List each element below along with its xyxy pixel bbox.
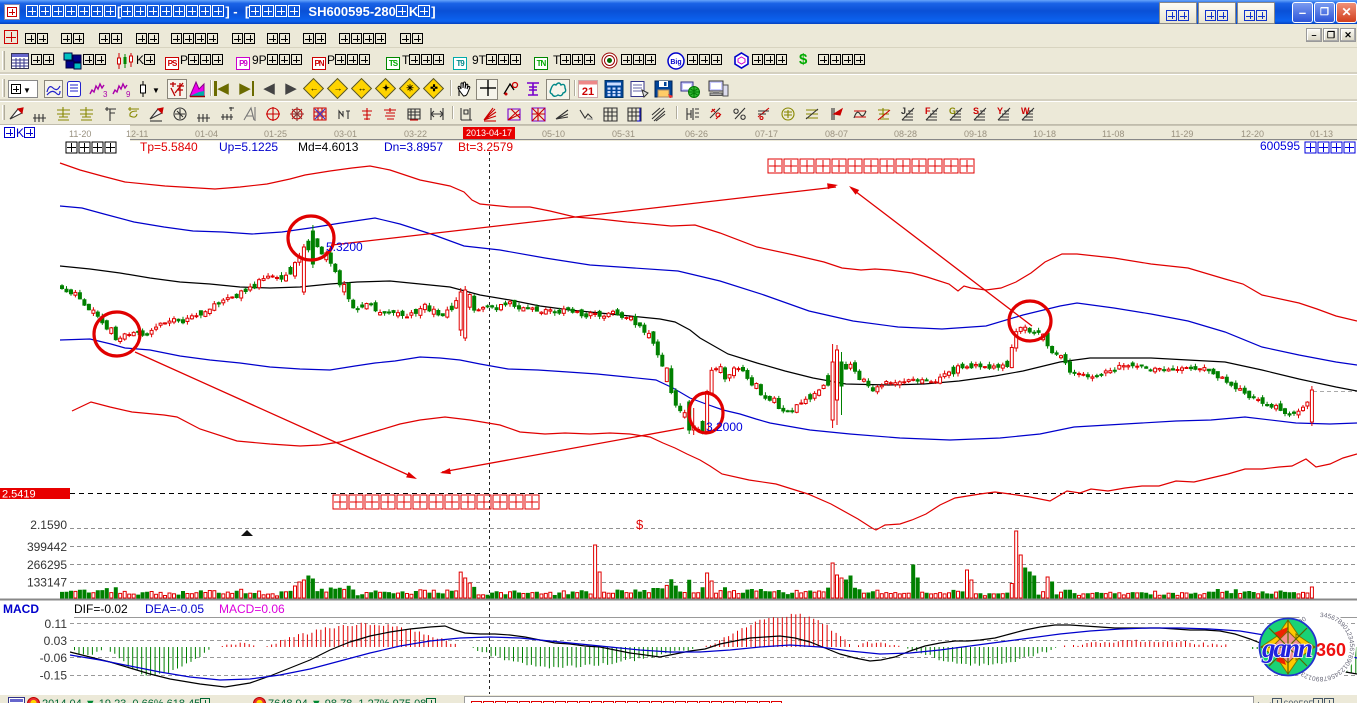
svg-text:DEA=-0.05: DEA=-0.05 (145, 602, 204, 616)
svg-text:399442: 399442 (27, 540, 67, 554)
svg-text:J: J (901, 106, 906, 116)
svg-text:Bt=3.2579: Bt=3.2579 (458, 141, 513, 154)
svg-text:3.2000: 3.2000 (706, 420, 743, 434)
svg-text:S: S (973, 106, 979, 116)
svg-text:Up=5.1225: Up=5.1225 (219, 141, 278, 154)
svg-text:gann: gann (1261, 633, 1312, 663)
svg-text:600595: 600595 (1260, 141, 1300, 153)
svg-text:Tp=5.5840: Tp=5.5840 (140, 141, 198, 154)
svg-text:0.03: 0.03 (44, 634, 68, 648)
svg-text:F: F (925, 106, 931, 116)
svg-text:133147: 133147 (27, 576, 67, 590)
svg-text:0.11: 0.11 (45, 617, 68, 631)
svg-text:2.5419: 2.5419 (2, 489, 36, 501)
svg-text:5.3200: 5.3200 (326, 240, 363, 254)
svg-text:Md=4.6013: Md=4.6013 (298, 141, 359, 154)
svg-text:266295: 266295 (27, 558, 67, 572)
svg-text:9: 9 (126, 90, 131, 98)
svg-text:-0.06: -0.06 (40, 651, 68, 665)
svg-text:W: W (1021, 106, 1030, 116)
svg-text:$: $ (636, 517, 644, 532)
svg-text:21: 21 (582, 86, 594, 98)
svg-text:3: 3 (103, 90, 108, 98)
svg-text:Dn=3.8957: Dn=3.8957 (384, 141, 443, 154)
svg-text:Y: Y (997, 106, 1003, 116)
svg-text:MACD=0.06: MACD=0.06 (219, 602, 285, 616)
svg-text:360: 360 (1316, 640, 1346, 660)
svg-text:DIF=-0.02: DIF=-0.02 (74, 602, 128, 616)
svg-text:MACD: MACD (3, 602, 39, 616)
svg-text:-0.15: -0.15 (40, 669, 68, 683)
svg-text:G: G (949, 106, 956, 116)
svg-text:▼: ▼ (152, 86, 160, 95)
svg-text:Big: Big (670, 59, 681, 66)
svg-text:2.1590: 2.1590 (30, 518, 67, 532)
